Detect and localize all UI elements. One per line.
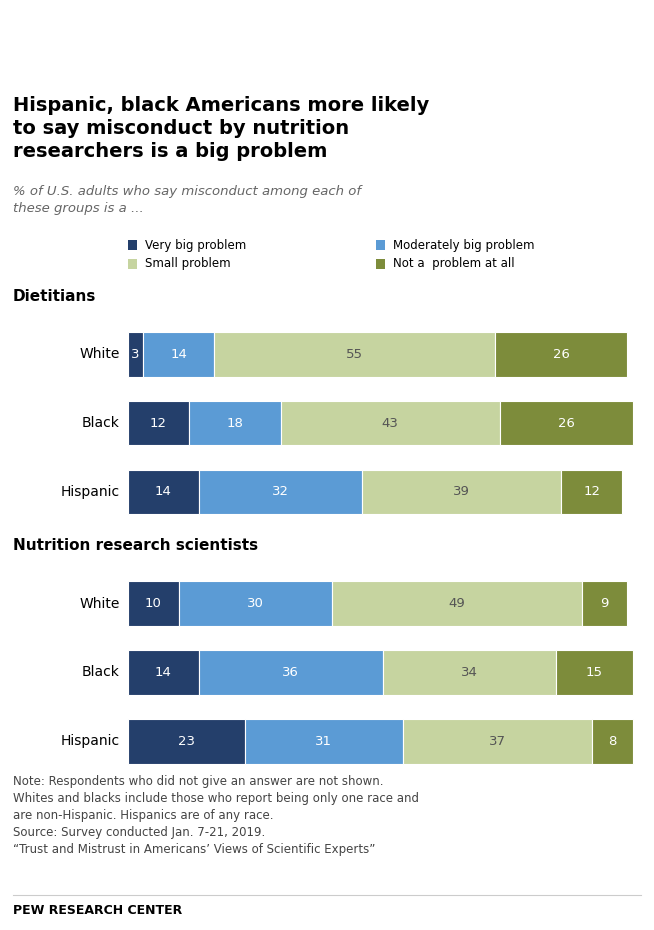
Bar	[128, 240, 137, 250]
Text: 14: 14	[170, 348, 187, 361]
Text: PEW RESEARCH CENTER: PEW RESEARCH CENTER	[13, 904, 182, 917]
Text: Note: Respondents who did not give an answer are not shown.
Whites and blacks in: Note: Respondents who did not give an an…	[13, 775, 419, 856]
Bar	[362, 470, 561, 514]
Bar	[128, 332, 143, 377]
Bar	[245, 719, 403, 764]
Bar	[581, 581, 627, 626]
Text: 30: 30	[247, 597, 264, 610]
Bar	[128, 259, 137, 269]
Bar	[403, 719, 592, 764]
Text: 15: 15	[586, 666, 603, 679]
Bar	[376, 240, 385, 250]
Bar	[128, 650, 199, 695]
Bar	[199, 470, 362, 514]
Text: 39: 39	[453, 485, 470, 498]
Text: White: White	[79, 596, 120, 611]
Bar	[592, 719, 632, 764]
Bar	[189, 401, 281, 445]
Text: 12: 12	[583, 485, 600, 498]
Text: 9: 9	[600, 597, 609, 610]
Bar	[556, 650, 632, 695]
Text: 14: 14	[155, 485, 172, 498]
Text: 14: 14	[155, 666, 172, 679]
Bar	[128, 581, 179, 626]
Bar	[376, 259, 385, 269]
Text: Black: Black	[82, 416, 120, 431]
Text: 36: 36	[283, 666, 300, 679]
Text: Dietitians: Dietitians	[13, 289, 96, 304]
Text: Small problem: Small problem	[145, 258, 230, 270]
Bar	[495, 332, 627, 377]
Bar	[215, 332, 495, 377]
Text: Black: Black	[82, 665, 120, 680]
Text: 3: 3	[131, 348, 139, 361]
Bar	[561, 470, 623, 514]
Text: 8: 8	[608, 735, 616, 748]
Bar	[383, 650, 556, 695]
Text: Hispanic: Hispanic	[61, 734, 120, 749]
Bar	[199, 650, 383, 695]
Text: White: White	[79, 347, 120, 362]
Bar	[179, 581, 332, 626]
Bar	[500, 401, 632, 445]
Text: 34: 34	[461, 666, 478, 679]
Text: 12: 12	[150, 417, 167, 430]
Text: Hispanic, black Americans more likely
to say misconduct by nutrition
researchers: Hispanic, black Americans more likely to…	[13, 97, 429, 161]
Text: 31: 31	[315, 735, 332, 748]
Bar	[128, 470, 199, 514]
Text: 18: 18	[226, 417, 243, 430]
Text: 32: 32	[272, 485, 289, 498]
Text: 23: 23	[178, 735, 195, 748]
Text: 26: 26	[558, 417, 575, 430]
Text: Moderately big problem: Moderately big problem	[393, 239, 534, 251]
Text: Not a  problem at all: Not a problem at all	[393, 258, 515, 270]
Text: Very big problem: Very big problem	[145, 239, 246, 251]
Bar	[332, 581, 581, 626]
Bar	[128, 401, 189, 445]
Bar	[281, 401, 500, 445]
Text: 10: 10	[145, 597, 162, 610]
Text: 37: 37	[489, 735, 506, 748]
Text: Nutrition research scientists: Nutrition research scientists	[13, 538, 258, 553]
Text: 49: 49	[448, 597, 465, 610]
Bar	[128, 719, 245, 764]
Text: Hispanic: Hispanic	[61, 485, 120, 499]
Text: 43: 43	[382, 417, 399, 430]
Text: % of U.S. adults who say misconduct among each of
these groups is a ...: % of U.S. adults who say misconduct amon…	[13, 185, 361, 215]
Bar	[143, 332, 215, 377]
Text: 26: 26	[553, 348, 570, 361]
Text: 55: 55	[346, 348, 363, 361]
